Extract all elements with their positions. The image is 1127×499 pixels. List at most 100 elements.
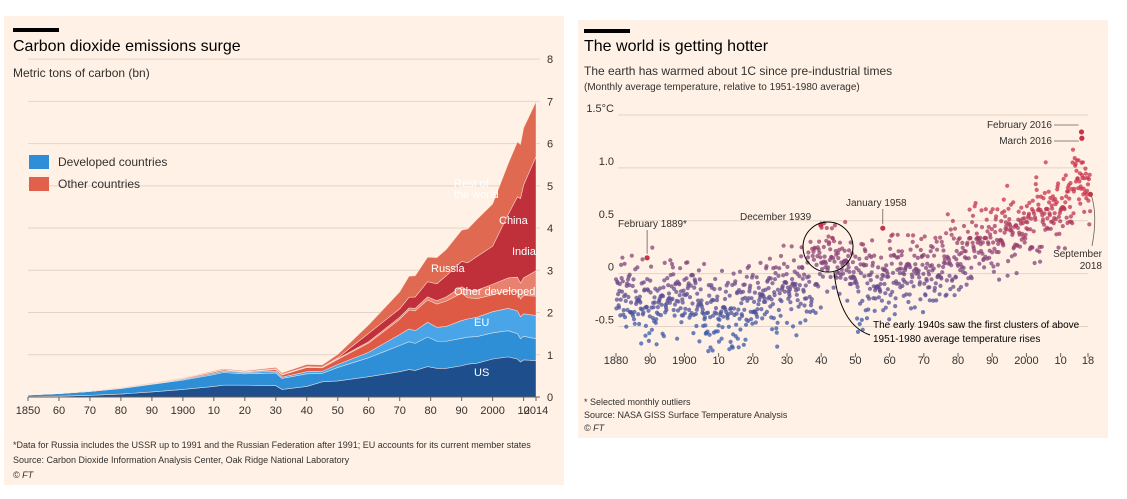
legend-swatch bbox=[29, 177, 49, 191]
temperature-point bbox=[908, 306, 914, 311]
temperature-point bbox=[681, 288, 686, 293]
temperature-point bbox=[909, 279, 914, 284]
temperature-point bbox=[672, 302, 678, 307]
temperature-point bbox=[1073, 161, 1078, 166]
temperature-point bbox=[756, 302, 761, 307]
temperature-point bbox=[805, 260, 810, 265]
temperature-point bbox=[991, 264, 996, 269]
temperature-point bbox=[764, 309, 769, 314]
temperature-point bbox=[667, 300, 672, 305]
temperature-point bbox=[919, 236, 924, 242]
temperature-point bbox=[683, 306, 688, 311]
temperature-point bbox=[990, 250, 995, 255]
temperature-point bbox=[837, 240, 843, 245]
temperature-point bbox=[716, 323, 721, 328]
temperature-point bbox=[654, 342, 659, 347]
temperature-point bbox=[986, 241, 991, 247]
temperature-point bbox=[878, 281, 883, 287]
temperature-point bbox=[790, 324, 796, 329]
temperature-point bbox=[1004, 227, 1009, 232]
annotation-leader-line bbox=[833, 271, 871, 336]
temperature-point bbox=[688, 283, 693, 288]
temperature-point bbox=[743, 295, 748, 300]
temperature-point bbox=[876, 295, 881, 300]
temperature-point bbox=[834, 275, 839, 280]
chart-credit: © FT bbox=[584, 423, 605, 433]
temperature-point bbox=[1056, 214, 1061, 219]
temperature-point bbox=[727, 293, 732, 298]
temperature-point bbox=[772, 293, 777, 298]
temperature-point bbox=[1002, 209, 1007, 214]
temperature-point bbox=[1045, 216, 1050, 221]
temperature-point bbox=[967, 207, 972, 212]
temperature-point bbox=[632, 321, 637, 326]
temperature-point bbox=[660, 294, 666, 299]
x-tick-label: 10 bbox=[712, 355, 724, 367]
temperature-point bbox=[851, 269, 856, 275]
temperature-point bbox=[1014, 271, 1019, 276]
temperature-point bbox=[735, 336, 740, 341]
temperature-point bbox=[711, 313, 716, 318]
temperature-point bbox=[646, 338, 651, 343]
temperature-point bbox=[746, 264, 752, 269]
emissions-chart-panel: Carbon dioxide emissions surge Metric to… bbox=[4, 16, 564, 485]
temperature-point bbox=[867, 296, 872, 301]
temperature-point bbox=[629, 253, 634, 258]
temperature-point bbox=[952, 226, 958, 231]
temperature-point bbox=[1016, 209, 1021, 214]
legend-label: Other countries bbox=[58, 177, 140, 191]
temperature-point bbox=[756, 285, 761, 290]
temperature-point bbox=[945, 212, 950, 217]
temperature-point bbox=[813, 310, 818, 315]
temperature-point bbox=[940, 270, 945, 275]
temperature-point bbox=[661, 285, 666, 290]
temperature-point bbox=[822, 254, 827, 259]
temperature-point bbox=[970, 240, 975, 245]
temperature-point bbox=[992, 246, 997, 251]
temperature-point bbox=[658, 313, 663, 318]
temperature-point bbox=[831, 285, 836, 290]
temperature-point bbox=[641, 280, 646, 285]
temperature-point bbox=[921, 271, 926, 276]
temperature-point bbox=[984, 217, 989, 222]
temperature-point bbox=[1045, 207, 1050, 212]
temperature-point bbox=[698, 287, 703, 292]
temperature-point bbox=[806, 250, 811, 255]
x-tick-label: 80 bbox=[952, 355, 964, 367]
temperature-point bbox=[970, 213, 976, 218]
y-tick-label: 1.5°C bbox=[586, 103, 614, 115]
temperature-point bbox=[923, 265, 929, 270]
x-tick-label: 40 bbox=[301, 405, 313, 417]
temperature-point bbox=[820, 267, 825, 272]
temperature-point bbox=[690, 301, 695, 306]
temperature-point bbox=[736, 345, 741, 350]
temperature-point bbox=[1041, 222, 1047, 227]
temperature-point bbox=[774, 330, 779, 335]
temperature-point bbox=[896, 255, 901, 260]
temperature-point bbox=[926, 272, 932, 277]
temperature-point bbox=[920, 262, 925, 267]
temperature-point bbox=[918, 247, 923, 253]
temperature-point bbox=[706, 349, 711, 354]
temperature-point bbox=[978, 235, 983, 240]
temperature-point bbox=[787, 294, 792, 299]
temperature-point bbox=[793, 285, 798, 290]
temperature-point bbox=[692, 285, 697, 290]
temperature-point bbox=[939, 239, 944, 244]
temperature-point bbox=[980, 240, 985, 245]
title-accent-bar bbox=[13, 28, 59, 32]
temperature-point bbox=[659, 302, 664, 307]
temperature-point bbox=[828, 247, 833, 252]
temperature-point bbox=[949, 263, 954, 268]
temperature-point bbox=[1006, 206, 1011, 211]
outlier-label-september-2018: 2018 bbox=[1080, 261, 1103, 272]
temperature-point bbox=[922, 234, 927, 239]
temperature-point bbox=[1022, 240, 1027, 245]
temperature-point bbox=[929, 263, 934, 268]
temperature-point bbox=[719, 309, 724, 314]
chart-source: Source: NASA GISS Surface Temperature An… bbox=[584, 410, 788, 420]
x-tick-label: 50 bbox=[849, 355, 861, 367]
temperature-point bbox=[1042, 211, 1047, 216]
temperature-point bbox=[742, 307, 747, 312]
temperature-point bbox=[847, 269, 852, 274]
